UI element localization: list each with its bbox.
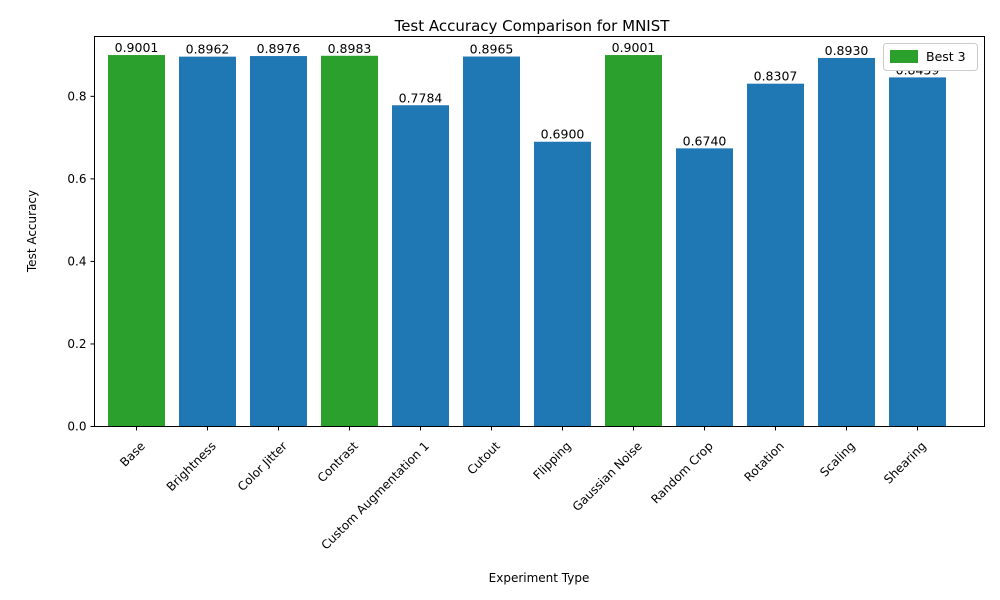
x-axis: Base Brightness Color Jitter ContrastCustom…: [117, 426, 929, 552]
bars-group: [108, 55, 946, 427]
legend-swatch-best: [890, 50, 918, 63]
data-label-color-jitter: 0.8976: [257, 41, 301, 56]
bar-color-jitter: [250, 56, 307, 427]
bar-shearing: [889, 77, 946, 427]
bar-gaussian-noise: [605, 55, 662, 427]
data-label-random-crop: 0.6740: [683, 133, 727, 148]
x-tick-label-shearing: Shearing: [881, 439, 929, 487]
data-label-rotation: 0.8307: [754, 69, 798, 84]
y-axis: 0.0 0.2 0.4 0.6 0.8: [67, 89, 95, 434]
data-label-cutout: 0.8965: [470, 42, 514, 57]
y-axis-label: Test Accuracy: [25, 190, 39, 273]
bar-contrast: [321, 55, 378, 427]
y-tick-label: 0.4: [67, 254, 86, 268]
x-tick-label-base: Base: [117, 439, 148, 470]
bar-rotation: [747, 83, 804, 427]
data-labels-group: 0.9001 0.8962 0.8976 0.8983 0.7784 0.8965 0.69…: [115, 40, 940, 148]
x-tick-label-gaussian-noise: Gaussian Noise: [570, 439, 645, 514]
data-label-contrast: 0.8983: [328, 41, 372, 56]
data-label-scaling: 0.8930: [825, 43, 869, 58]
plot-frame: [94, 36, 985, 427]
x-tick-label-brightness: Brightness: [164, 439, 219, 494]
x-tick-label-scaling: Scaling: [817, 439, 858, 480]
x-tick-label-contrast: Contrast: [315, 439, 361, 485]
bar-cutout: [463, 56, 520, 427]
data-label-gaussian-noise: 0.9001: [612, 40, 656, 55]
bar-custom-augmentation-1: [392, 105, 449, 427]
bar-brightness: [179, 56, 236, 427]
x-tick-label-rotation: Rotation: [741, 439, 786, 484]
bar-scaling: [818, 57, 875, 427]
data-label-flipping: 0.6900: [541, 127, 585, 142]
bar-base: [108, 55, 165, 427]
chart-title: Test Accuracy Comparison for MNIST: [394, 17, 671, 35]
x-tick-label-cutout: Cutout: [464, 439, 503, 478]
data-label-base: 0.9001: [115, 40, 159, 55]
y-tick-label: 0.2: [67, 337, 86, 351]
legend: Best 3: [883, 43, 978, 71]
x-axis-label: Experiment Type: [489, 571, 590, 585]
data-label-brightness: 0.8962: [186, 42, 230, 57]
y-tick-label: 0.6: [67, 172, 86, 186]
y-tick-label: 0.0: [67, 420, 86, 434]
data-label-custom-augmentation-1: 0.7784: [399, 90, 443, 105]
legend-label-best: Best 3: [926, 49, 966, 64]
x-tick-label-flipping: Flipping: [530, 439, 573, 482]
y-tick-label: 0.8: [67, 89, 86, 103]
x-tick-label-color-jitter: Color Jitter: [235, 439, 290, 494]
x-tick-label-random-crop: Random Crop: [648, 439, 716, 507]
bar-flipping: [534, 141, 591, 427]
bar-random-crop: [676, 148, 733, 427]
